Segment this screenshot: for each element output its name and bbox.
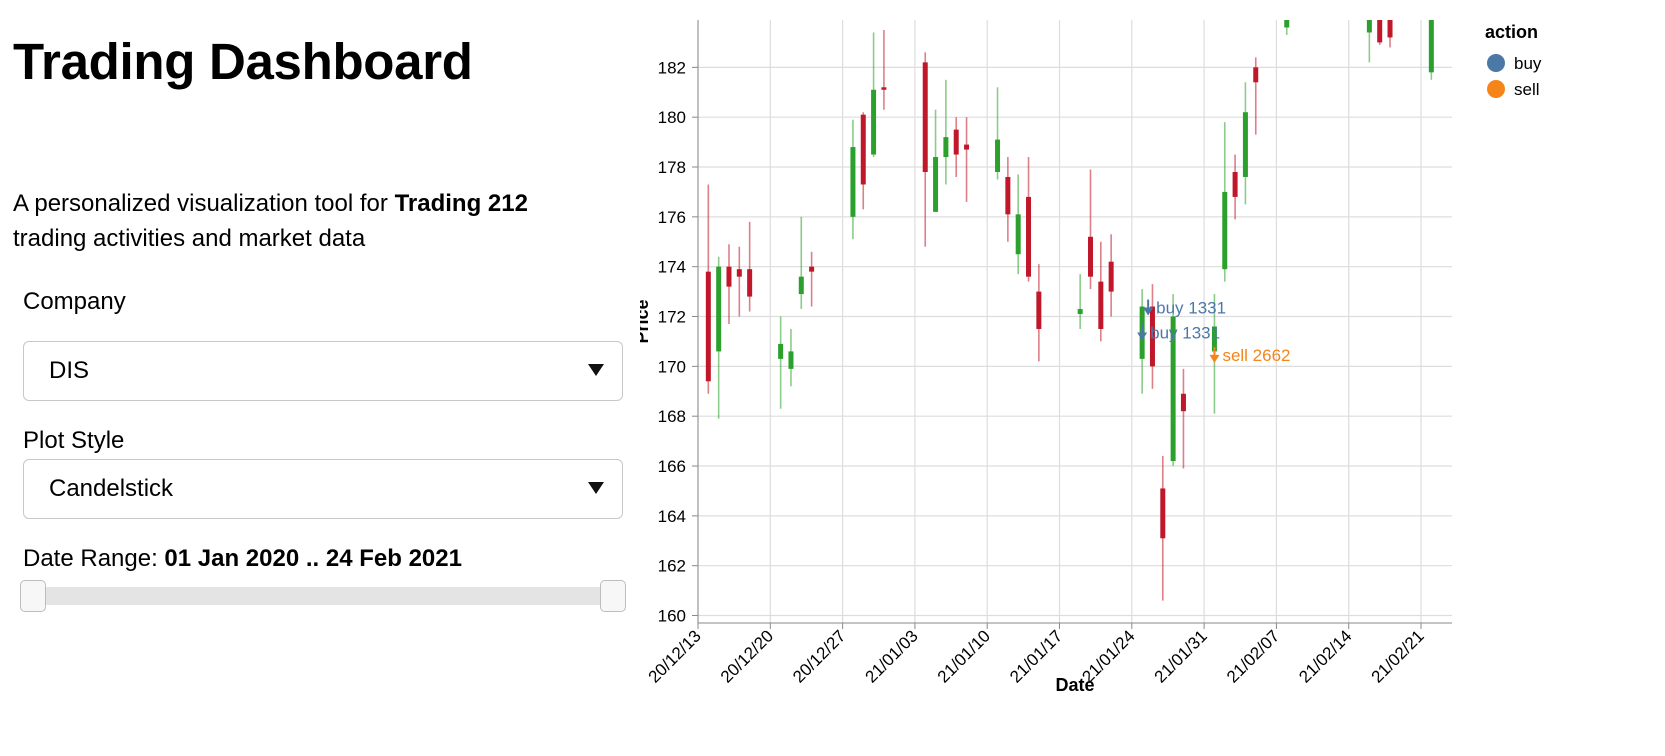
- y-tick-label: 180: [658, 108, 686, 127]
- trade-label: buy 1331: [1156, 299, 1226, 318]
- y-tick-label: 170: [658, 357, 686, 376]
- y-tick-label: 160: [658, 607, 686, 626]
- candle-body: [860, 114, 866, 185]
- y-tick-label: 166: [658, 457, 686, 476]
- x-tick-label: 21/01/10: [934, 626, 994, 686]
- legend-swatch-buy: [1487, 54, 1505, 72]
- date-range-start-handle[interactable]: [20, 580, 46, 612]
- candle-body: [798, 276, 804, 295]
- date-range-end-handle[interactable]: [600, 580, 626, 612]
- candle-body: [922, 62, 928, 172]
- y-axis-title: Price: [640, 299, 652, 343]
- company-label: Company: [23, 288, 126, 315]
- x-axis-title: Date: [1055, 675, 1094, 695]
- candle-body: [1015, 214, 1021, 255]
- candle-body: [1366, 20, 1372, 33]
- sidebar: Trading Dashboard A personalized visuali…: [0, 0, 640, 751]
- legend-label-buy: buy: [1514, 54, 1542, 73]
- candle-body: [726, 266, 732, 287]
- plot-style-label: Plot Style: [23, 427, 125, 454]
- x-tick-label: 21/02/14: [1295, 626, 1355, 686]
- x-tick-label: 21/01/31: [1151, 626, 1211, 686]
- candle-body: [943, 137, 949, 158]
- candle-body: [809, 266, 815, 272]
- y-tick-label: 176: [658, 208, 686, 227]
- candle-body: [1149, 306, 1155, 367]
- candle-body: [1005, 176, 1011, 215]
- y-tick-label: 162: [658, 557, 686, 576]
- candle-body: [1077, 309, 1083, 315]
- chevron-down-icon: [588, 482, 604, 494]
- candle-body: [1170, 316, 1176, 462]
- candle-body: [788, 351, 794, 369]
- description-prefix: A personalized visualization tool for: [13, 190, 395, 217]
- date-range-slider-track[interactable]: [22, 587, 624, 605]
- candle-body: [881, 87, 887, 90]
- x-tick-label: 20/12/13: [645, 626, 705, 686]
- x-tick-label: 20/12/27: [789, 626, 849, 686]
- candle-body: [1036, 291, 1042, 329]
- candle-body: [1387, 20, 1393, 38]
- candle-body: [1253, 67, 1259, 83]
- trade-label: sell 2662: [1222, 346, 1290, 365]
- candle-body: [871, 89, 877, 155]
- candle-body: [1377, 20, 1383, 43]
- date-range-value: 01 Jan 2020 .. 24 Feb 2021: [164, 545, 462, 572]
- description-bold: Trading 212: [394, 190, 528, 217]
- candle-body: [778, 343, 784, 359]
- candle-body: [1098, 281, 1104, 329]
- candle-body: [1026, 196, 1032, 277]
- y-tick-label: 178: [658, 158, 686, 177]
- plot-style-select[interactable]: Candelstick: [23, 459, 623, 519]
- trade-marker-head: [1143, 307, 1154, 316]
- x-tick-label: 21/02/21: [1368, 626, 1428, 686]
- candle-body: [1087, 236, 1093, 277]
- page-title: Trading Dashboard: [13, 33, 473, 90]
- description-suffix: trading activities and market data: [13, 225, 366, 252]
- candle-body: [1284, 20, 1290, 28]
- candle-body: [747, 269, 753, 297]
- candle-body: [1180, 393, 1186, 412]
- legend-title: action: [1485, 22, 1538, 42]
- candle-body: [953, 129, 959, 155]
- candles-group: [705, 20, 1434, 601]
- trade-marker-head: [1209, 354, 1220, 363]
- candle-body: [705, 271, 711, 382]
- plot-style-select-value: Candelstick: [49, 475, 174, 502]
- candle-body: [736, 269, 742, 277]
- trade-marker-head: [1137, 332, 1148, 341]
- y-tick-label: 182: [658, 58, 686, 77]
- chevron-down-icon: [588, 364, 604, 376]
- x-tick-label: 21/01/03: [861, 626, 921, 686]
- price-chart-panel: 160 162 164 166 168 170 172 174 176 178 180 182 20/1…: [632, 0, 1665, 751]
- company-select[interactable]: DIS: [23, 341, 623, 401]
- x-tick-label: 21/02/07: [1223, 626, 1283, 686]
- candle-body: [1428, 20, 1434, 73]
- y-tick-label: 168: [658, 407, 686, 426]
- candle-body: [850, 147, 856, 217]
- y-tick-label: 174: [658, 258, 686, 277]
- candle-body: [1211, 326, 1217, 352]
- legend-label-sell: sell: [1514, 80, 1540, 99]
- date-range-label-text: Date Range:: [23, 545, 165, 572]
- candle-body: [1108, 261, 1114, 292]
- candle-body: [1242, 112, 1248, 177]
- candle-body: [716, 266, 722, 352]
- candle-body: [933, 157, 939, 212]
- y-tick-label: 164: [658, 507, 686, 526]
- date-range-label: Date Range: 01 Jan 2020 .. 24 Feb 2021: [23, 545, 462, 573]
- candle-body: [964, 144, 970, 150]
- company-select-value: DIS: [49, 357, 90, 384]
- trade-label: buy 1331: [1150, 323, 1220, 342]
- legend-swatch-sell: [1487, 80, 1505, 98]
- candle-body: [1160, 488, 1166, 539]
- price-chart[interactable]: 160 162 164 166 168 170 172 174 176 178 180 182 20/1…: [632, 0, 1665, 751]
- candle-body: [1222, 191, 1228, 270]
- candle-body: [1232, 171, 1238, 197]
- app-description: A personalized visualization tool for Tr…: [13, 186, 613, 256]
- x-tick-label: 20/12/20: [717, 626, 777, 686]
- y-tick-label: 172: [658, 308, 686, 327]
- candle-body: [995, 139, 1001, 172]
